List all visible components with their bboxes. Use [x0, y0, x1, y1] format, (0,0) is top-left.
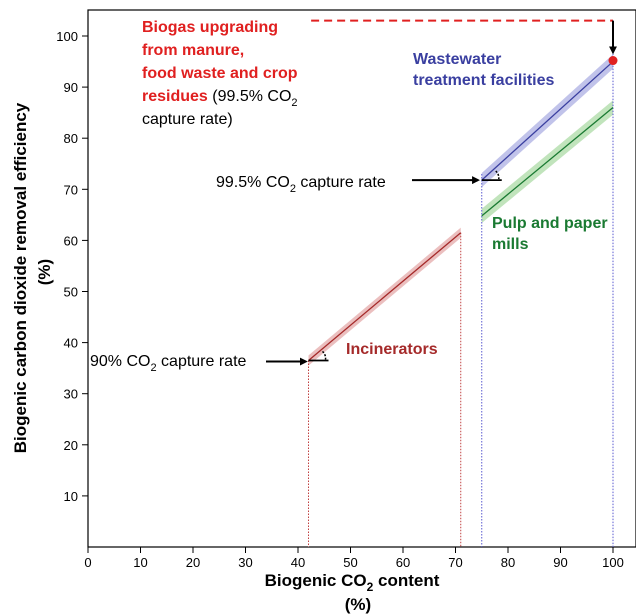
y-tick-label-60: 60 [64, 233, 78, 248]
incinerator-angle-arc [321, 350, 327, 360]
y-axis-ticks: 10 20 30 40 50 60 70 80 90 100 [56, 29, 88, 504]
annotation-marks [266, 19, 618, 366]
wastewater-label-2: treatment facilities [413, 72, 554, 89]
biogas-line-5: capture rate) [142, 111, 233, 128]
pulp-label-2: mills [492, 236, 529, 253]
x-tick-label-70: 70 [448, 555, 462, 570]
y-tick-label-20: 20 [64, 438, 78, 453]
biogas-line-1: Biogas upgrading [142, 19, 278, 36]
x-tick-label-20: 20 [186, 555, 200, 570]
incinerators-label: Incinerators [346, 341, 438, 358]
series-bands [308, 54, 613, 366]
pulp-label-1: Pulp and paper [492, 215, 608, 232]
x-tick-label-50: 50 [343, 555, 357, 570]
biogas-line-2: from manure, [142, 42, 244, 59]
x-axis-label-pre: Biogenic CO [265, 571, 367, 590]
y-axis-unit: (%) [35, 259, 54, 285]
series-line-0 [308, 232, 462, 361]
y-tick-label-40: 40 [64, 336, 78, 351]
wastewater-label: Wastewater treatment facilities [413, 51, 554, 89]
capture-995-label: 99.5% CO2 capture rate [216, 174, 386, 195]
biogas-line-4: residues (99.5% CO2 [142, 88, 298, 109]
plot-frame [87, 9, 636, 548]
series-line-1 [481, 61, 614, 181]
x-tick-label-40: 40 [291, 555, 305, 570]
y-axis-label: Biogenic carbon dioxide removal efficien… [11, 102, 30, 453]
series-lines [308, 61, 614, 361]
x-tick-label-60: 60 [396, 555, 410, 570]
x-axis-label: Biogenic CO2 content [265, 571, 440, 594]
y-tick-label-90: 90 [64, 80, 78, 95]
pulp-label: Pulp and paper mills [492, 215, 608, 253]
capture-90-pre: 90% CO [90, 353, 150, 370]
x-axis-ticks: 0 10 20 30 40 50 60 70 80 90 100 [84, 547, 624, 570]
y-tick-label-10: 10 [64, 489, 78, 504]
capture-90-label: 90% CO2 capture rate [90, 353, 247, 374]
x-axis-label-sub: 2 [367, 580, 374, 594]
capture-90-post: capture rate [157, 353, 247, 370]
biogas-line-4-rest: (99.5% CO [208, 88, 292, 105]
x-tick-label-80: 80 [501, 555, 515, 570]
biogas-line-4-bold: residues [142, 88, 208, 105]
capture-995-post: capture rate [296, 174, 386, 191]
biogas-line-4-sub: 2 [291, 97, 297, 109]
biogas-annotation: Biogas upgrading from manure, food waste… [142, 19, 298, 128]
wastewater-label-1: Wastewater [413, 51, 501, 68]
x-tick-label-0: 0 [84, 555, 91, 570]
x-tick-label-10: 10 [133, 555, 147, 570]
y-tick-label-70: 70 [64, 182, 78, 197]
series-line-2 [481, 107, 614, 217]
y-tick-label-50: 50 [64, 285, 78, 300]
x-tick-label-100: 100 [602, 555, 624, 570]
vertical-guide-lines [308, 20, 614, 547]
wastewater-angle-arc [495, 170, 500, 180]
capture-995-pre: 99.5% CO [216, 174, 290, 191]
capture-995-sub: 2 [290, 183, 296, 195]
x-tick-label-90: 90 [553, 555, 567, 570]
biogas-line-3: food waste and crop [142, 65, 298, 82]
x-tick-label-30: 30 [238, 555, 252, 570]
x-axis-label-post: content [373, 571, 439, 590]
capture-90-sub: 2 [150, 362, 156, 374]
y-tick-label-30: 30 [64, 387, 78, 402]
x-axis-unit: (%) [345, 595, 371, 614]
y-tick-label-100: 100 [56, 29, 78, 44]
y-tick-label-80: 80 [64, 131, 78, 146]
biogas-point [608, 56, 618, 66]
